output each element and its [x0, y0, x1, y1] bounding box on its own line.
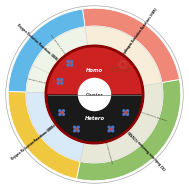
Wedge shape — [26, 92, 84, 161]
Circle shape — [110, 128, 112, 130]
Circle shape — [123, 61, 125, 63]
Wedge shape — [33, 27, 88, 74]
Text: CO2 Reduction Reactions (CO2RR): CO2 Reduction Reactions (CO2RR) — [128, 129, 168, 171]
Circle shape — [59, 110, 61, 112]
Wedge shape — [85, 26, 162, 86]
Circle shape — [123, 113, 125, 115]
Circle shape — [127, 113, 129, 115]
Wedge shape — [26, 66, 50, 93]
Circle shape — [112, 126, 114, 128]
Circle shape — [75, 128, 77, 130]
Circle shape — [62, 110, 64, 112]
Circle shape — [78, 78, 111, 111]
Circle shape — [74, 130, 76, 132]
Text: Cluster: Cluster — [86, 92, 103, 97]
Circle shape — [67, 64, 69, 66]
Circle shape — [61, 112, 63, 114]
Text: Synthesis and Test: Synthesis and Test — [26, 77, 48, 84]
Circle shape — [57, 82, 59, 84]
Circle shape — [108, 130, 110, 132]
Circle shape — [62, 113, 64, 115]
Text: Hetero: Hetero — [84, 116, 105, 121]
Circle shape — [57, 79, 59, 81]
Circle shape — [108, 126, 110, 128]
Circle shape — [26, 26, 163, 163]
Circle shape — [77, 126, 79, 128]
Wedge shape — [8, 91, 80, 179]
Circle shape — [45, 45, 144, 144]
Circle shape — [71, 64, 73, 66]
Circle shape — [71, 60, 73, 62]
Circle shape — [59, 80, 61, 82]
Text: Operando observation (Raman, FTIR, XAS): Operando observation (Raman, FTIR, XAS) — [113, 26, 145, 68]
Text: Coordination Environment: Coordination Environment — [50, 34, 69, 60]
Circle shape — [123, 110, 125, 112]
Text: Oxygen Reduction Reactions (ORR): Oxygen Reduction Reactions (ORR) — [11, 124, 57, 160]
Circle shape — [122, 63, 124, 66]
Circle shape — [125, 64, 127, 66]
Circle shape — [69, 62, 71, 64]
Text: Hydrogen Evolution Reactions (HER): Hydrogen Evolution Reactions (HER) — [122, 8, 158, 56]
Text: Oxygen Evolution Reactions (OER): Oxygen Evolution Reactions (OER) — [16, 23, 58, 62]
Circle shape — [123, 66, 125, 68]
Circle shape — [120, 61, 122, 63]
Circle shape — [125, 112, 127, 114]
Circle shape — [45, 45, 144, 144]
Circle shape — [77, 130, 79, 132]
Circle shape — [61, 79, 63, 81]
Text: Active-site-to-product Interaction: Active-site-to-product Interaction — [131, 106, 169, 120]
Wedge shape — [82, 8, 180, 83]
Circle shape — [61, 82, 63, 84]
Circle shape — [2, 2, 187, 187]
Circle shape — [67, 60, 69, 62]
Text: Homo: Homo — [86, 68, 103, 73]
Wedge shape — [8, 9, 85, 92]
Circle shape — [112, 130, 114, 132]
Wedge shape — [77, 80, 181, 181]
Circle shape — [119, 64, 121, 66]
Circle shape — [127, 110, 129, 112]
Circle shape — [59, 113, 61, 115]
Circle shape — [74, 126, 76, 128]
Text: Theoretical (DFT/ML): Theoretical (DFT/ML) — [106, 139, 114, 163]
Text: Nitrate Reduction Reactions (NiRR): Nitrate Reduction Reactions (NiRR) — [31, 117, 65, 144]
Wedge shape — [47, 47, 142, 94]
Circle shape — [120, 66, 122, 68]
Wedge shape — [47, 94, 142, 142]
Wedge shape — [80, 131, 141, 163]
Wedge shape — [128, 83, 163, 144]
